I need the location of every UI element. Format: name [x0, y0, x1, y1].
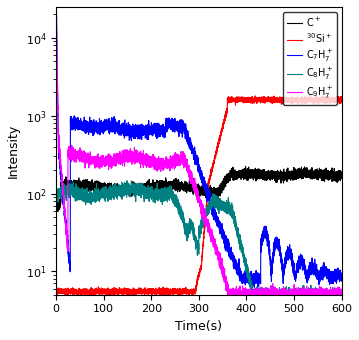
$^{30}$Si$^+$ — [162, 290, 166, 294]
C$_8$H$_7^+$ — [268, 304, 272, 308]
$^{30}$Si$^+$ — [339, 99, 344, 103]
$^{30}$Si$^+$ — [122, 289, 126, 293]
C$_9$H$_7^+$ — [162, 164, 166, 168]
C$^+$ — [337, 172, 341, 176]
C$_8$H$_7^+$ — [125, 178, 129, 183]
Line: C$_7$H$_7^+$: C$_7$H$_7^+$ — [56, 11, 341, 287]
C$_8$H$_7^+$ — [122, 188, 126, 192]
C$^+$ — [162, 180, 166, 184]
C$_7$H$_7^+$ — [339, 272, 344, 276]
$^{30}$Si$^+$ — [123, 291, 127, 295]
C$_7$H$_7^+$ — [337, 274, 341, 278]
C$_8$H$_7^+$ — [339, 291, 344, 295]
C$_8$H$_7^+$ — [162, 190, 166, 194]
C$_9$H$_7^+$ — [54, 17, 58, 21]
C$_8$H$_7^+$ — [120, 183, 125, 187]
C$_7$H$_7^+$ — [252, 285, 256, 289]
C$_8$H$_7^+$ — [182, 217, 186, 221]
$^{30}$Si$^+$ — [182, 289, 186, 293]
C$^+$ — [243, 164, 248, 168]
$^{30}$Si$^+$ — [308, 93, 312, 97]
C$_7$H$_7^+$ — [122, 124, 126, 129]
C$_9$H$_7^+$ — [54, 24, 58, 28]
C$_7$H$_7^+$ — [182, 122, 186, 126]
C$^+$ — [339, 176, 344, 181]
$^{30}$Si$^+$ — [337, 102, 341, 106]
Legend: C$^+$, $^{30}$Si$^+$, C$_7$H$_7^+$, C$_8$H$_7^+$, C$_9$H$_7^+$: C$^+$, $^{30}$Si$^+$, C$_7$H$_7^+$, C$_8… — [283, 12, 337, 104]
Line: $^{30}$Si$^+$: $^{30}$Si$^+$ — [56, 95, 341, 297]
C$_8$H$_7^+$ — [337, 300, 341, 304]
C$_9$H$_7^+$ — [337, 298, 341, 302]
Line: C$_9$H$_7^+$: C$_9$H$_7^+$ — [56, 19, 341, 305]
C$_8$H$_7^+$ — [123, 190, 127, 194]
Line: C$^+$: C$^+$ — [56, 166, 341, 211]
C$_8$H$_7^+$ — [54, 192, 58, 196]
C$_7$H$_7^+$ — [120, 130, 125, 134]
X-axis label: Time(s): Time(s) — [175, 320, 222, 333]
C$^+$ — [120, 188, 125, 192]
C$_7$H$_7^+$ — [123, 130, 127, 134]
$^{30}$Si$^+$ — [120, 290, 125, 294]
C$^+$ — [123, 187, 127, 191]
C$_9$H$_7^+$ — [182, 159, 186, 163]
C$_9$H$_7^+$ — [282, 303, 286, 307]
C$_7$H$_7^+$ — [54, 9, 58, 13]
C$_9$H$_7^+$ — [122, 153, 126, 157]
C$_9$H$_7^+$ — [120, 153, 125, 157]
$^{30}$Si$^+$ — [54, 291, 58, 295]
C$_9$H$_7^+$ — [123, 157, 127, 161]
C$^+$ — [122, 183, 126, 187]
$^{30}$Si$^+$ — [159, 295, 163, 299]
C$^+$ — [56, 209, 60, 214]
C$_7$H$_7^+$ — [162, 130, 166, 134]
C$_9$H$_7^+$ — [339, 293, 344, 298]
Y-axis label: Intensity: Intensity — [7, 124, 20, 178]
C$^+$ — [182, 183, 186, 187]
C$^+$ — [54, 198, 58, 202]
Line: C$_8$H$_7^+$: C$_8$H$_7^+$ — [56, 181, 341, 306]
